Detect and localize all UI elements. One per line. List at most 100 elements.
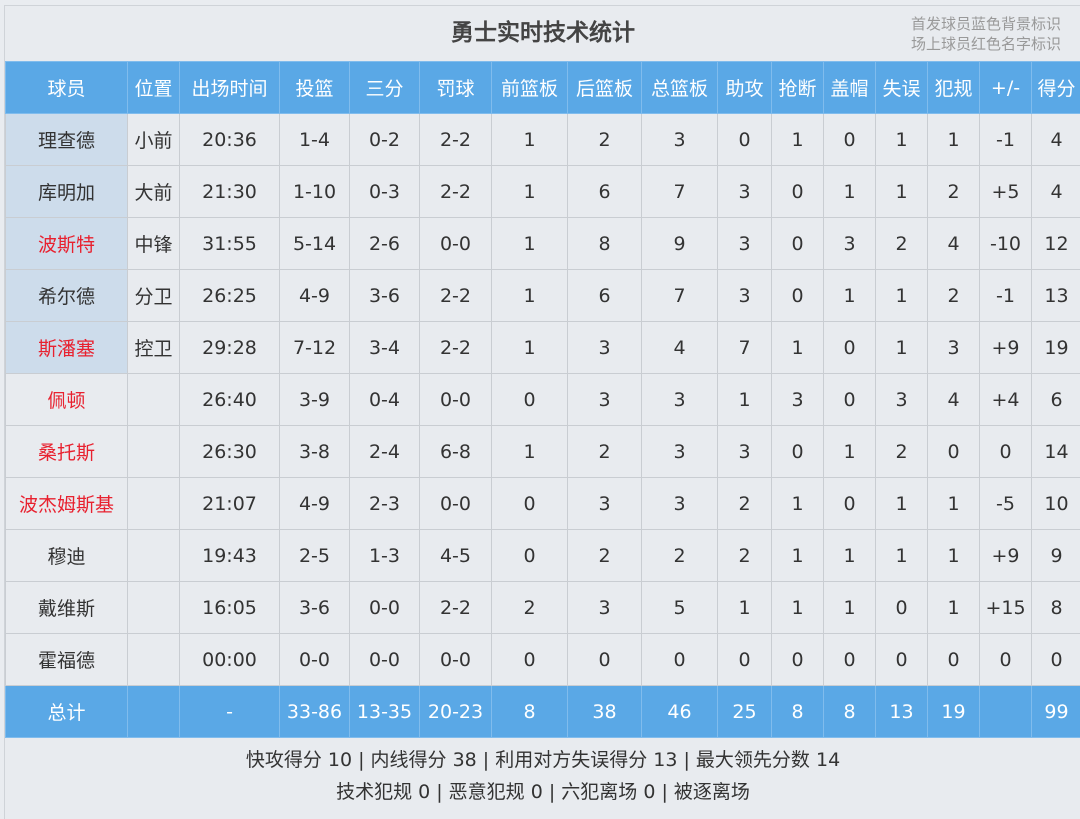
column-header: 球员	[6, 62, 128, 114]
stat-cell: +5	[980, 166, 1032, 218]
stat-cell: 3-4	[350, 322, 420, 374]
stat-cell: 1	[928, 582, 980, 634]
stat-cell: +4	[980, 374, 1032, 426]
stat-cell: 0	[928, 634, 980, 686]
stat-cell: 3	[642, 478, 718, 530]
stat-cell: 3	[718, 218, 772, 270]
stat-cell: 1	[772, 322, 824, 374]
summary-line-1: 快攻得分 10 | 内线得分 38 | 利用对方失误得分 13 | 最大领先分数…	[5, 744, 1080, 776]
total-cell: 46	[642, 686, 718, 738]
legend-starter: 首发球员蓝色背景标识	[911, 14, 1061, 34]
total-cell: 19	[928, 686, 980, 738]
stat-cell	[128, 530, 180, 582]
stat-cell: 0	[824, 322, 876, 374]
stat-cell: 3	[642, 426, 718, 478]
summary: 快攻得分 10 | 内线得分 38 | 利用对方失误得分 13 | 最大领先分数…	[5, 744, 1080, 808]
stat-cell: 1	[772, 478, 824, 530]
stat-cell: 3-6	[350, 270, 420, 322]
stats-table: 球员位置出场时间投篮三分罚球前篮板后篮板总篮板助攻抢断盖帽失误犯规+/-得分 理…	[5, 61, 1080, 738]
player-name: 霍福德	[6, 634, 128, 686]
stat-cell: 4-9	[280, 270, 350, 322]
stat-cell: 小前	[128, 114, 180, 166]
stat-cell: 2-6	[350, 218, 420, 270]
stat-cell: 1	[492, 270, 568, 322]
stat-cell: 0-3	[350, 166, 420, 218]
stat-cell: 控卫	[128, 322, 180, 374]
stat-cell: 1	[492, 322, 568, 374]
stat-cell: 6	[568, 166, 642, 218]
stat-cell: 3	[718, 426, 772, 478]
stat-cell: 1	[772, 530, 824, 582]
stat-cell: 1	[928, 478, 980, 530]
stat-cell: 26:25	[180, 270, 280, 322]
stat-cell: 2	[928, 270, 980, 322]
stat-cell: 3	[718, 166, 772, 218]
stat-cell: 0	[824, 634, 876, 686]
column-header: 抢断	[772, 62, 824, 114]
column-header: 失误	[876, 62, 928, 114]
stat-cell: 7	[718, 322, 772, 374]
stat-cell: 5	[642, 582, 718, 634]
stat-cell: 2-2	[420, 322, 492, 374]
stat-cell	[128, 478, 180, 530]
stat-cell: 0-0	[280, 634, 350, 686]
total-cell: 8	[824, 686, 876, 738]
stat-cell: 1	[492, 166, 568, 218]
stat-cell: 3-9	[280, 374, 350, 426]
stat-cell: 4	[642, 322, 718, 374]
stat-cell: 2	[568, 530, 642, 582]
stat-cell: 0-0	[420, 478, 492, 530]
stat-cell: 00:00	[180, 634, 280, 686]
stat-cell: 7	[642, 270, 718, 322]
player-name: 穆迪	[6, 530, 128, 582]
stats-panel: 勇士实时技术统计 首发球员蓝色背景标识 场上球员红色名字标识 球员位置出场时间投…	[4, 5, 1080, 819]
stat-cell: 0	[876, 634, 928, 686]
column-header: 前篮板	[492, 62, 568, 114]
stat-cell: 0-0	[420, 374, 492, 426]
stat-cell: 2	[718, 530, 772, 582]
total-cell: 8	[772, 686, 824, 738]
stat-cell: 2-2	[420, 114, 492, 166]
stat-cell: 26:30	[180, 426, 280, 478]
stat-cell: 8	[1032, 582, 1080, 634]
stat-cell: 6-8	[420, 426, 492, 478]
column-header: 后篮板	[568, 62, 642, 114]
stat-cell: 7-12	[280, 322, 350, 374]
stat-cell: 0	[492, 478, 568, 530]
stat-cell: 0	[1032, 634, 1080, 686]
stat-cell	[128, 374, 180, 426]
stat-cell: 13	[1032, 270, 1080, 322]
stat-cell: 1	[876, 478, 928, 530]
stat-cell: 0-0	[350, 634, 420, 686]
stat-cell: 1	[824, 270, 876, 322]
stat-cell: 1	[876, 530, 928, 582]
summary-line-2: 技术犯规 0 | 恶意犯规 0 | 六犯离场 0 | 被逐离场	[5, 776, 1080, 808]
stat-cell: 4-5	[420, 530, 492, 582]
total-cell: 13	[876, 686, 928, 738]
stat-cell	[128, 582, 180, 634]
stat-cell: -1	[980, 270, 1032, 322]
stat-cell: 0	[568, 634, 642, 686]
stat-cell: 1-3	[350, 530, 420, 582]
stat-cell: 0	[980, 634, 1032, 686]
stat-cell: -5	[980, 478, 1032, 530]
stat-cell: 16:05	[180, 582, 280, 634]
player-name: 理查德	[6, 114, 128, 166]
stat-cell: 0-0	[420, 634, 492, 686]
stat-cell: 2	[876, 218, 928, 270]
stat-cell: 6	[1032, 374, 1080, 426]
stat-cell: 1	[772, 582, 824, 634]
stat-cell: 2-5	[280, 530, 350, 582]
column-header: 位置	[128, 62, 180, 114]
total-cell	[980, 686, 1032, 738]
stat-cell: 0	[492, 530, 568, 582]
player-name: 库明加	[6, 166, 128, 218]
stat-cell: 7	[642, 166, 718, 218]
stat-cell: 14	[1032, 426, 1080, 478]
